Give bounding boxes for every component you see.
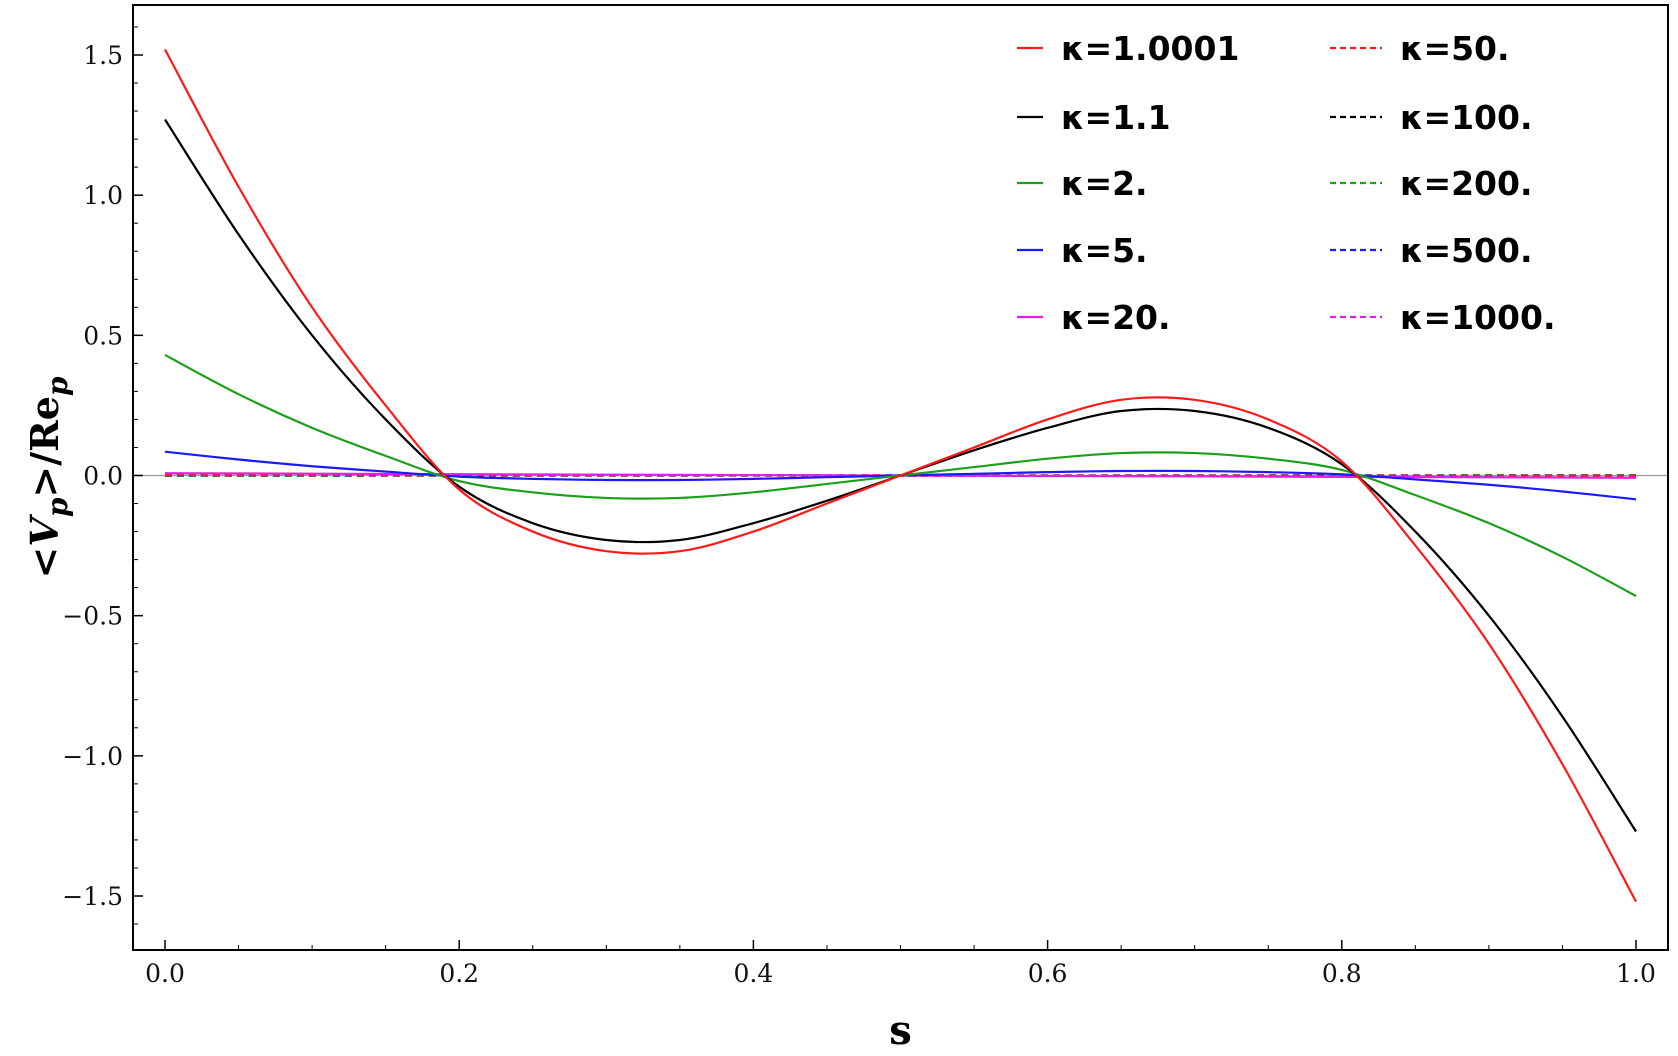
y-tick-label: −1.0 (62, 742, 123, 771)
legend-label: κ=2. (1061, 164, 1148, 203)
legend-label: κ=1.1 (1061, 98, 1171, 137)
legend-label: κ=50. (1400, 29, 1510, 68)
x-tick-label: 0.4 (734, 959, 774, 988)
y-title-sub2: p (41, 376, 74, 396)
series-group (164, 48, 1637, 903)
x-tick-label: 1.0 (1616, 959, 1656, 988)
ticks-group: 0.0 0.2 0.4 0.6 0.8 1.0 1.5 1.0 0.5 0.0 −0.5 −1.0 −1… (62, 26, 1656, 988)
series-line (164, 48, 1637, 903)
legend-label: κ=1000. (1400, 298, 1555, 337)
x-tick-label: 0.0 (145, 959, 185, 988)
x-axis-title: s (889, 1007, 912, 1054)
y-tick-label: 1.5 (83, 41, 123, 70)
x-tick-label: 0.6 (1028, 959, 1068, 988)
legend-label: κ=1.0001 (1061, 29, 1239, 68)
y-tick-label: −0.5 (62, 602, 123, 631)
y-title-sub: p (41, 497, 74, 517)
legend-label: κ=500. (1400, 231, 1533, 270)
x-tick-label: 0.2 (439, 959, 479, 988)
y-axis-title: <Vp>/Rep (22, 376, 74, 578)
legend-label: κ=100. (1400, 98, 1533, 137)
legend-label: κ=20. (1061, 298, 1171, 337)
y-tick-label: 0.5 (83, 321, 123, 350)
y-title-mid: >/Re (22, 396, 67, 497)
y-title-var: V (22, 514, 67, 547)
y-tick-label: 0.0 (83, 462, 123, 491)
y-tick-label: −1.5 (62, 882, 123, 911)
legend: κ=1.0001 κ=1.1 κ=2. κ=5. κ=20. κ=50. κ=100. κ=2… (1017, 29, 1555, 337)
legend-label: κ=5. (1061, 231, 1148, 270)
y-title-open: < (22, 547, 67, 579)
y-tick-label: 1.0 (83, 181, 123, 210)
x-tick-label: 0.8 (1322, 959, 1362, 988)
legend-label: κ=200. (1400, 164, 1533, 203)
